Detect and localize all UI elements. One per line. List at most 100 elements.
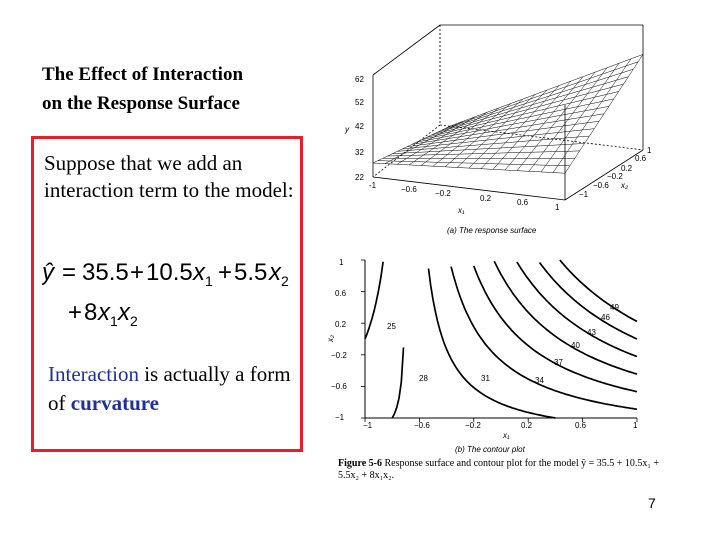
x2s-tick-1: 0.6 (635, 154, 647, 163)
cx-tick-1: −0.6 (414, 421, 430, 430)
eq-x1b: x (97, 299, 111, 326)
eq-coef-1: 10.5 (146, 259, 193, 286)
eq-x1b-sub: 1 (110, 313, 118, 329)
eq-x2b: x (117, 299, 131, 326)
eq-coef-2: 5.5 (234, 259, 267, 286)
contour-label-49: 49 (610, 303, 619, 312)
cx-tick-2: −0.2 (465, 421, 481, 430)
cx-tick-4: 0.6 (575, 421, 587, 430)
x1s-axis-label: x₁ (457, 206, 465, 215)
surface-mesh-line (446, 61, 639, 129)
model-equation: ŷ = 35.5 + 10.5 x 1 + 5.5 x 2 + 8 x 1 x … (42, 259, 289, 329)
contour-line-31 (427, 268, 556, 419)
contour-label-28: 28 (419, 374, 428, 383)
surface-mesh-line (450, 54, 644, 126)
cy-tick-2: 0.2 (335, 320, 347, 329)
z-axis-label: y (344, 125, 350, 134)
eq-coef-3: 8 (84, 299, 97, 326)
curvature-keyword: curvature (70, 391, 160, 415)
contour-plot: 1 0.6 0.2 −0.2 −0.6 −1 x₂ −1 −0.6 −0.2 0… (326, 258, 638, 454)
title-line-1: The Effect of Interaction (42, 64, 244, 85)
surface-mesh-line (504, 76, 584, 171)
caption-figure-number: Figure 5-6 (338, 458, 382, 469)
contour-label-34: 34 (535, 376, 544, 385)
contour-line-25 (364, 261, 384, 340)
surface-mesh-line (416, 106, 609, 143)
contour-line-40 (493, 260, 638, 375)
eq-x2-sub: 2 (281, 273, 289, 289)
cy-tick-5: −1 (335, 413, 345, 422)
eq-intercept: 35.5 (82, 259, 129, 286)
z-tick-52: 52 (355, 98, 364, 107)
x2s-tick-5: −1 (579, 190, 589, 199)
eq-x1-sub: 1 (205, 273, 213, 289)
contour-label-37: 37 (554, 358, 563, 367)
x1s-tick-1: −0.6 (401, 185, 417, 194)
z-tick-32: 32 (355, 148, 364, 157)
x2s-tick-0: 1 (647, 146, 652, 155)
eq-plus-2: + (218, 259, 232, 286)
eq-x2b-sub: 2 (130, 313, 138, 329)
cy-tick-0: 1 (339, 258, 344, 267)
contour-line-49 (559, 259, 638, 323)
intro-text: Suppose that we add an interaction term … (44, 151, 294, 202)
curvature-note: Interaction is actually a form of curvat… (48, 360, 298, 418)
x1s-tick-0: -1 (369, 181, 377, 190)
cy-tick-3: −0.2 (331, 351, 347, 360)
surface-mesh-line (552, 58, 632, 173)
contour-label-40: 40 (571, 341, 580, 350)
z-tick-42: 42 (355, 122, 364, 131)
contour-label-31: 31 (481, 374, 490, 383)
surface-mesh-line (411, 113, 605, 145)
contour-label-25: 25 (387, 322, 396, 331)
slide-title: The Effect of Interaction on the Respons… (42, 60, 312, 118)
x2s-tick-3: −0.2 (607, 172, 623, 181)
contour-line-43 (516, 261, 638, 358)
surface-mesh-line (426, 91, 619, 138)
eq-plus-1: + (130, 259, 144, 286)
surface-mesh-line (480, 85, 560, 169)
surface-mesh-line (564, 54, 644, 174)
surface-mesh-line (528, 67, 608, 172)
contour-label-46: 46 (601, 313, 610, 322)
contour-y-label: x₂ (326, 335, 335, 343)
eq-plus-3: + (68, 299, 82, 326)
cx-tick-0: −1 (363, 421, 373, 430)
eq-x2: x (268, 259, 282, 286)
x1s-tick-2: −0.2 (435, 189, 451, 198)
cy-tick-4: −0.6 (331, 382, 347, 391)
contour-caption: (b) The contour plot (455, 445, 526, 454)
figure-caption: Figure 5-6 Response surface and contour … (338, 458, 678, 482)
cx-tick-5: 1 (633, 421, 638, 430)
surface-mesh-line (516, 72, 596, 171)
cy-tick-1: 0.6 (335, 289, 347, 298)
x1s-tick-3: 0.2 (480, 194, 492, 203)
surface-mesh-line (540, 63, 620, 173)
highlight-box (31, 136, 303, 452)
z-tick-22: 22 (355, 173, 364, 182)
surface-mesh-line (431, 83, 624, 136)
z-tick-62: 62 (355, 75, 364, 84)
eq-equals: = (62, 259, 76, 286)
interaction-keyword: Interaction (48, 362, 139, 386)
surface-mesh-line (421, 98, 614, 140)
surface-mesh-line (441, 68, 634, 131)
textbook-figure: 62 52 42 32 22 y -1 −0.6 −0.2 0.2 0.6 1 … (326, 24, 652, 454)
contour-line-46 (538, 261, 638, 340)
surface-caption: (a) The response surface (447, 226, 537, 235)
surface-mesh-line (436, 76, 629, 133)
response-surface-plot (372, 24, 644, 201)
note-middle: is actually a form of (48, 362, 291, 415)
page-number: 7 (648, 495, 656, 511)
eq-yhat: ŷ (42, 259, 56, 286)
x1s-tick-5: 1 (555, 203, 560, 212)
contour-line-37 (473, 265, 638, 393)
contour-x-label: x₁ (502, 431, 510, 440)
surface-mesh-line (492, 80, 572, 170)
x1s-tick-4: 0.6 (517, 198, 529, 207)
title-line-2: on the Response Surface (42, 93, 240, 114)
eq-x1: x (192, 259, 206, 286)
contour-line-34 (450, 266, 638, 411)
x2s-tick-2: 0.2 (621, 164, 633, 173)
x2s-axis-label: x₂ (620, 181, 628, 190)
